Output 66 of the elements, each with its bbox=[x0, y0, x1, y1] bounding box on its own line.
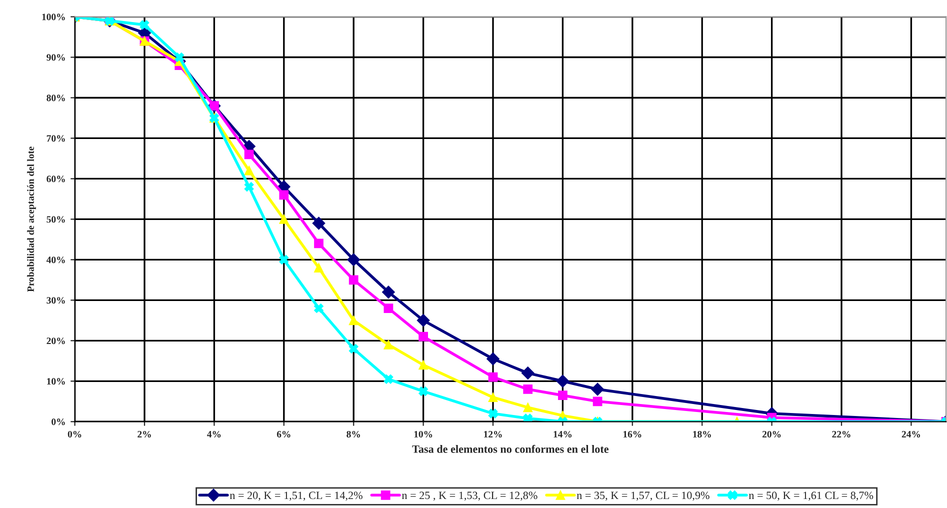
x-axis-title: Tasa de elementos no conformes en el lote bbox=[412, 444, 609, 453]
x-tick-label: 6% bbox=[276, 430, 290, 438]
point bbox=[418, 386, 428, 396]
y-tick-label: 60% bbox=[46, 176, 65, 182]
point bbox=[418, 360, 428, 370]
point bbox=[592, 396, 602, 406]
point bbox=[348, 275, 358, 285]
x-tick-label: 8% bbox=[346, 430, 360, 438]
point bbox=[314, 304, 324, 313]
point bbox=[279, 255, 289, 264]
point bbox=[174, 52, 184, 62]
x-tick-label: 12% bbox=[484, 430, 502, 438]
point bbox=[244, 150, 254, 160]
point bbox=[384, 304, 394, 313]
point bbox=[384, 340, 394, 350]
point bbox=[348, 316, 358, 326]
x-tick-label: 20% bbox=[762, 430, 781, 438]
point bbox=[279, 214, 289, 224]
point bbox=[140, 20, 150, 30]
point bbox=[556, 374, 570, 388]
x-tick-label: 18% bbox=[693, 430, 711, 438]
point bbox=[347, 253, 360, 266]
point bbox=[418, 332, 428, 342]
point bbox=[279, 190, 289, 200]
point bbox=[384, 374, 394, 384]
legend-label: n = 20, K = 1,51, CL = 14,2% bbox=[230, 492, 362, 501]
y-tick-label: 20% bbox=[46, 338, 65, 344]
point bbox=[244, 182, 254, 192]
x-tick-label: 24% bbox=[902, 430, 920, 438]
y-tick-label: 50% bbox=[46, 216, 65, 223]
point bbox=[558, 390, 568, 400]
y-tick-label: 100% bbox=[42, 14, 65, 20]
point bbox=[382, 286, 395, 298]
point bbox=[523, 414, 533, 422]
legend-label: n = 25 , K = 1,53, CL = 12,8% bbox=[402, 492, 538, 501]
y-axis-title: Probabilidad de aceptación del lote bbox=[27, 146, 36, 292]
point bbox=[591, 382, 604, 396]
x-tick-label: 10% bbox=[414, 430, 432, 438]
point bbox=[348, 344, 358, 354]
point bbox=[488, 408, 498, 418]
y-tick-label: 80% bbox=[46, 94, 65, 102]
y-tick-label: 10% bbox=[47, 378, 65, 385]
point bbox=[312, 216, 326, 230]
x-tick-label: 2% bbox=[138, 430, 151, 438]
x-tick-label: 4% bbox=[207, 430, 221, 438]
x-tick-label: 14% bbox=[554, 430, 572, 438]
y-tick-label: 40% bbox=[46, 256, 65, 264]
y-tick-label: 90% bbox=[46, 54, 65, 61]
x-tick-label: 22% bbox=[832, 430, 850, 438]
point bbox=[488, 392, 498, 402]
point bbox=[244, 166, 254, 176]
point bbox=[314, 263, 324, 272]
point bbox=[488, 372, 498, 382]
point bbox=[523, 384, 533, 394]
point bbox=[523, 402, 533, 412]
x-tick-label: 16% bbox=[623, 430, 642, 438]
point bbox=[521, 366, 534, 380]
legend-label: n = 35, K = 1,57, CL = 10,9% bbox=[576, 492, 710, 501]
point bbox=[416, 314, 430, 327]
x-tick-label: 0% bbox=[68, 430, 82, 438]
y-tick-label: 70% bbox=[46, 135, 65, 142]
point bbox=[486, 352, 500, 366]
point bbox=[314, 238, 324, 248]
y-tick-label: 30% bbox=[46, 297, 65, 304]
y-tick-label: 0% bbox=[52, 418, 65, 426]
legend-label: n = 50, K = 1,61 CL = 8,7% bbox=[748, 492, 874, 501]
